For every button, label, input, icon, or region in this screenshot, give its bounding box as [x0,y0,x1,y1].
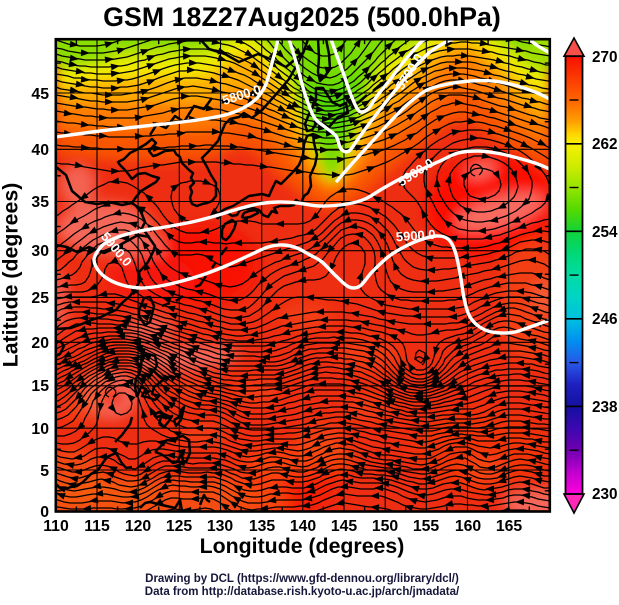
svg-text:246: 246 [592,311,618,328]
svg-text:Longitude (degrees): Longitude (degrees) [200,534,405,558]
svg-text:238: 238 [592,399,618,416]
svg-text:254: 254 [592,224,618,241]
svg-text:Drawing by DCL (https://www.gf: Drawing by DCL (https://www.gfd-dennou.o… [145,573,459,585]
svg-text:262: 262 [592,136,618,153]
svg-text:15: 15 [31,378,49,395]
svg-text:125: 125 [166,518,193,535]
svg-text:0: 0 [40,504,49,521]
svg-text:45: 45 [31,86,49,103]
svg-text:130: 130 [207,518,234,535]
svg-text:5: 5 [40,463,49,480]
svg-text:110: 110 [43,518,69,535]
svg-text:20: 20 [31,335,49,352]
svg-text:25: 25 [31,290,49,307]
svg-text:5900.0: 5900.0 [395,227,436,245]
svg-text:40: 40 [31,142,49,159]
svg-text:230: 230 [592,486,618,503]
svg-text:10: 10 [31,421,49,438]
svg-text:120: 120 [125,518,152,535]
svg-text:140: 140 [290,518,317,535]
svg-text:GSM 18Z27Aug2025 (500.0hPa): GSM 18Z27Aug2025 (500.0hPa) [103,2,501,32]
svg-text:145: 145 [331,518,358,535]
svg-text:115: 115 [84,518,110,535]
svg-text:160: 160 [455,518,482,535]
svg-text:Data from http://database.rish: Data from http://database.rish.kyoto-u.a… [145,586,460,598]
svg-text:35: 35 [31,194,49,211]
svg-text:Latitude (degrees): Latitude (degrees) [0,183,23,368]
svg-text:155: 155 [413,518,440,535]
svg-text:30: 30 [31,243,49,260]
svg-text:135: 135 [249,518,276,535]
svg-text:165: 165 [496,518,523,535]
svg-text:150: 150 [372,518,399,535]
svg-text:270: 270 [592,49,618,66]
